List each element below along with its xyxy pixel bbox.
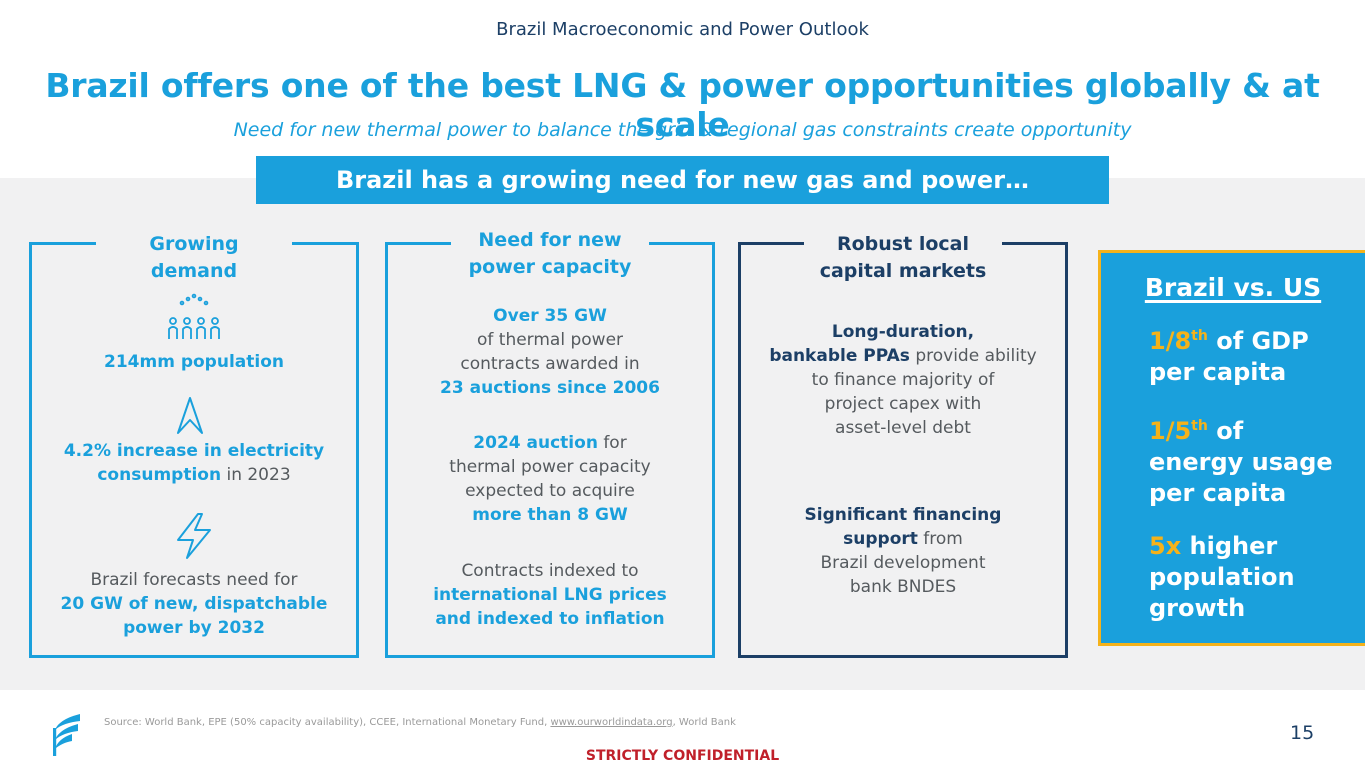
auction-2024-stat: 2024 auction for thermal power capacity …: [449, 433, 651, 525]
ppa-stat: Long-duration, bankable PPAs provide abi…: [769, 322, 1037, 438]
source-link[interactable]: www.ourworldindata.org: [550, 717, 673, 728]
confidential-label: STRICTLY CONFIDENTIAL: [585, 748, 780, 764]
power-forecast-stat: Brazil forecasts need for 20 GW of new, …: [60, 570, 328, 638]
brazil-vs-us-box: Brazil vs. US 1/8th of GDP per capita 1/…: [1098, 250, 1365, 646]
people-group-icon: [166, 292, 222, 342]
gdp-per-capita-stat: 1/8th of GDP per capita: [1149, 327, 1309, 386]
panel-title-capital-markets: Robust local capital markets: [804, 231, 1002, 285]
lightning-bolt-icon: [174, 512, 214, 560]
page-number: 15: [1290, 722, 1315, 744]
banner: Brazil has a growing need for new gas an…: [256, 156, 1109, 204]
section-header: Brazil Macroeconomic and Power Outlook: [496, 19, 869, 40]
brazil-vs-us-title: Brazil vs. US: [1144, 273, 1322, 302]
energy-usage-stat: 1/5th of energy usage per capita: [1149, 417, 1333, 507]
thermal-contracts-stat: Over 35 GW of thermal power contracts aw…: [440, 306, 660, 398]
company-logo-icon: [50, 714, 84, 756]
page-subtitle: Need for new thermal power to balance th…: [233, 119, 1132, 141]
population-stat: 214mm population: [104, 352, 284, 372]
arrow-up-icon: [174, 396, 206, 436]
contracts-indexed-stat: Contracts indexed to international LNG p…: [433, 561, 667, 629]
page-title: Brazil offers one of the best LNG & powe…: [45, 66, 1320, 144]
panel-title-growing-demand: Growing demand: [96, 231, 292, 285]
population-growth-stat: 5x higher population growth: [1149, 532, 1295, 622]
financing-support-stat: Significant financing support from Brazi…: [804, 505, 1002, 597]
source-note: Source: World Bank, EPE (50% capacity av…: [104, 717, 736, 728]
electricity-consumption-stat: 4.2% increase in electricity consumption…: [63, 441, 325, 485]
panel-title-power-capacity: Need for new power capacity: [451, 227, 649, 281]
